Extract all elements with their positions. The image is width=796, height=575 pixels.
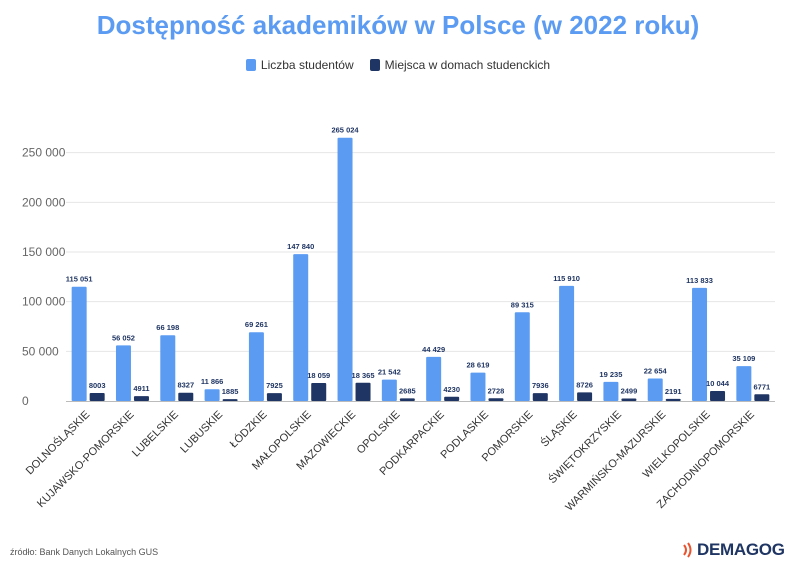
y-tick-label: 150 000 bbox=[22, 245, 66, 259]
x-category-label: ZACHODNIOPOMORSKIE bbox=[655, 409, 757, 511]
data-label-students: 147 840 bbox=[287, 242, 314, 251]
bar-students bbox=[293, 254, 309, 401]
bar-students bbox=[559, 285, 575, 401]
data-label-students: 44 429 bbox=[422, 345, 445, 354]
bar-students bbox=[204, 389, 220, 401]
data-label-students: 66 198 bbox=[156, 323, 179, 332]
bar-dorm-places bbox=[754, 394, 770, 401]
legend-swatch-students bbox=[245, 59, 256, 71]
y-tick-label: 200 000 bbox=[22, 195, 66, 209]
bar-students bbox=[692, 287, 708, 401]
data-label-students: 56 052 bbox=[112, 333, 135, 342]
y-tick-label: 250 000 bbox=[22, 146, 66, 160]
x-category-label: ŁÓDZKIE bbox=[227, 408, 269, 450]
bar-students bbox=[71, 286, 87, 401]
x-category-label: LUBUSKIE bbox=[178, 409, 225, 456]
legend-label-students: Liczba studentów bbox=[260, 58, 354, 72]
bar-students bbox=[647, 378, 663, 401]
bar-students bbox=[426, 356, 442, 401]
data-label-dorm-places: 6771 bbox=[754, 382, 771, 391]
bar-dorm-places bbox=[532, 393, 548, 401]
data-label-dorm-places: 2191 bbox=[665, 387, 682, 396]
data-label-dorm-places: 18 365 bbox=[352, 371, 375, 380]
bar-students bbox=[248, 332, 264, 401]
bar-students bbox=[603, 381, 619, 401]
data-label-dorm-places: 1885 bbox=[222, 387, 239, 396]
bar-dorm-places bbox=[355, 382, 371, 401]
bar-students bbox=[115, 345, 131, 401]
data-label-students: 115 910 bbox=[553, 274, 580, 283]
bar-dorm-places bbox=[266, 393, 282, 401]
y-tick-label: 0 bbox=[22, 394, 29, 408]
data-label-dorm-places: 10 044 bbox=[706, 379, 730, 388]
x-category-label: ŚLĄSKIE bbox=[538, 408, 580, 450]
bar-dorm-places bbox=[311, 383, 327, 401]
data-label-dorm-places: 7925 bbox=[266, 381, 283, 390]
data-label-students: 11 866 bbox=[201, 377, 224, 386]
data-label-dorm-places: 2499 bbox=[621, 387, 638, 396]
demagog-logo: DEMAGOG bbox=[682, 540, 785, 560]
bar-students bbox=[337, 137, 353, 401]
data-label-dorm-places: 4230 bbox=[443, 385, 460, 394]
data-label-dorm-places: 2685 bbox=[399, 386, 416, 395]
data-label-dorm-places: 4911 bbox=[133, 384, 149, 393]
data-label-students: 115 051 bbox=[66, 275, 93, 284]
legend-swatch-dorm-places bbox=[369, 59, 380, 71]
legend-item-dorm-places: Miejsca w domach studenckich bbox=[369, 58, 551, 72]
data-label-dorm-places: 8327 bbox=[177, 381, 194, 390]
bars-layer bbox=[71, 137, 770, 401]
bar-students bbox=[514, 312, 530, 401]
source-note: źródło: Bank Danych Lokalnych GUS bbox=[10, 547, 159, 557]
data-label-students: 21 542 bbox=[378, 368, 401, 377]
bar-dorm-places bbox=[577, 392, 593, 401]
data-label-students: 28 619 bbox=[466, 361, 489, 370]
logo-text: DEMAGOG bbox=[697, 540, 785, 559]
data-label-dorm-places: 8726 bbox=[576, 380, 593, 389]
logo-waves-icon bbox=[683, 542, 692, 558]
data-label-dorm-places: 8003 bbox=[89, 381, 106, 390]
data-label-students: 89 315 bbox=[511, 300, 534, 309]
data-labels-layer: 115 051 8003 56 052 4911 66 198 8327 11 866188… bbox=[66, 126, 770, 396]
bar-students bbox=[160, 335, 176, 401]
bar-dorm-places bbox=[89, 393, 105, 401]
bar-dorm-places bbox=[399, 398, 415, 401]
bar-dorm-places bbox=[488, 398, 504, 401]
data-label-dorm-places: 7936 bbox=[532, 381, 549, 390]
chart-title: Dostępność akademików w Polsce (w 2022 r… bbox=[96, 10, 700, 40]
data-label-students: 35 109 bbox=[732, 354, 755, 363]
grid-layer bbox=[66, 152, 775, 352]
data-label-students: 22 654 bbox=[644, 366, 668, 375]
data-label-dorm-places: 18 059 bbox=[307, 371, 330, 380]
legend-label-dorm-places: Miejsca w domach studenckich bbox=[384, 58, 551, 72]
data-label-students: 113 833 bbox=[686, 276, 713, 285]
legend-item-students: Liczba studentów bbox=[245, 58, 354, 72]
bar-dorm-places bbox=[133, 396, 149, 401]
bar-dorm-places bbox=[621, 398, 637, 401]
data-label-students: 19 235 bbox=[599, 370, 622, 379]
data-label-dorm-places: 2728 bbox=[488, 386, 505, 395]
x-category-label: OPOLSKIE bbox=[355, 409, 403, 457]
data-label-students: 265 024 bbox=[331, 126, 359, 135]
bar-dorm-places bbox=[710, 391, 726, 401]
bar-students bbox=[736, 366, 752, 401]
bar-students bbox=[470, 372, 486, 401]
chart-legend: Liczba studentów Miejsca w domach studen… bbox=[0, 58, 796, 72]
bar-dorm-places bbox=[222, 399, 238, 401]
y-tick-label: 100 000 bbox=[22, 295, 66, 309]
x-category-label: LUBELSKIE bbox=[130, 409, 181, 460]
y-tick-label: 50 000 bbox=[22, 344, 59, 358]
data-label-students: 69 261 bbox=[245, 320, 268, 329]
bar-students bbox=[381, 379, 397, 401]
x-category-label: ŚWIĘTOKRZYSKIE bbox=[546, 408, 624, 486]
bar-dorm-places bbox=[178, 392, 194, 401]
x-category-label: KUJAWSKO-POMORSKIE bbox=[35, 409, 137, 511]
bar-dorm-places bbox=[444, 396, 460, 401]
bar-dorm-places bbox=[665, 398, 681, 401]
